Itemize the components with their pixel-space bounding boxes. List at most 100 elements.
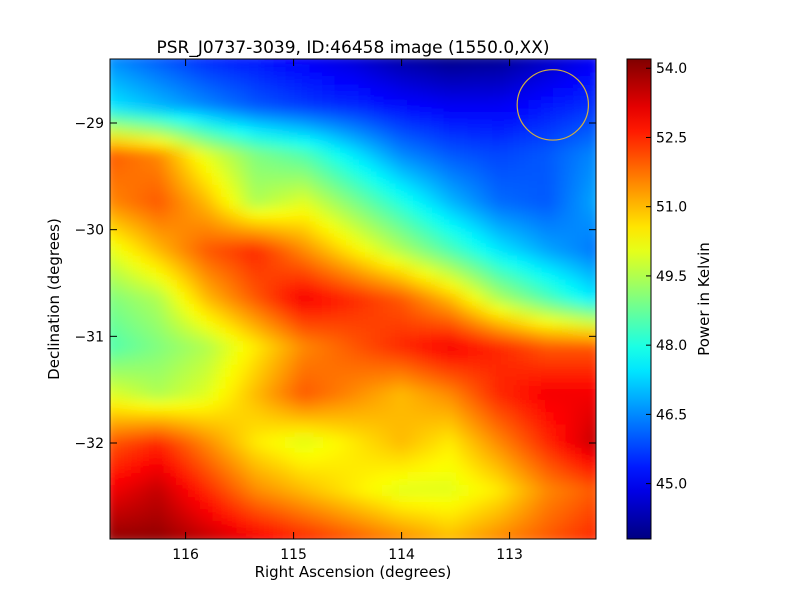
heatmap-cell	[407, 196, 421, 210]
heatmap-cell	[115, 280, 129, 294]
heatmap-cell	[297, 232, 311, 246]
heatmap-cell	[285, 184, 299, 198]
heatmap-cell	[152, 532, 166, 539]
heatmap-cell	[565, 376, 579, 390]
heatmap-cell	[322, 160, 336, 174]
heatmap-cell	[110, 532, 117, 539]
heatmap-cell	[492, 64, 506, 78]
heatmap-cell	[443, 316, 457, 330]
heatmap-cell	[528, 532, 542, 539]
heatmap-cell	[346, 448, 360, 462]
heatmap-cell	[176, 208, 190, 222]
heatmap-cell	[139, 400, 154, 414]
heatmap-cell	[552, 232, 567, 246]
heatmap-cell	[334, 220, 348, 234]
source-circle-marker	[516, 69, 590, 141]
heatmap-cell	[455, 304, 469, 318]
heatmap-cell	[528, 400, 542, 414]
heatmap-cell	[443, 460, 457, 474]
heatmap-cell	[297, 508, 311, 522]
heatmap-cell	[224, 340, 239, 354]
heatmap-cell	[164, 484, 178, 498]
heatmap-cell	[455, 76, 469, 90]
heatmap-cell	[443, 328, 457, 342]
heatmap-cell	[552, 328, 567, 342]
heatmap-cell	[382, 196, 397, 210]
heatmap-cell	[431, 376, 445, 390]
heatmap-cell	[443, 340, 457, 354]
heatmap-cell	[334, 256, 348, 270]
plot-frame	[109, 58, 597, 540]
heatmap-cell	[176, 76, 190, 90]
heatmap-cell	[577, 376, 591, 390]
heatmap-cell	[577, 172, 591, 186]
heatmap-cell	[492, 412, 506, 426]
heatmap-cell	[115, 100, 129, 114]
heatmap-cell	[382, 340, 397, 354]
heatmap-cell	[395, 400, 409, 414]
heatmap-cell	[176, 424, 190, 438]
heatmap-cell	[358, 496, 372, 510]
heatmap-cell	[565, 448, 579, 462]
heatmap-cell	[516, 100, 530, 114]
heatmap-cell	[407, 412, 421, 426]
heatmap-cell	[346, 184, 360, 198]
heatmap-cell	[200, 292, 214, 306]
heatmap-cell	[212, 532, 226, 539]
heatmap-cell	[504, 460, 518, 474]
heatmap-cell	[188, 136, 202, 150]
heatmap-cell	[334, 64, 348, 78]
heatmap-cell	[152, 292, 166, 306]
chart-title: PSR_J0737-3039, ID:46458 image (1550.0,X…	[157, 38, 550, 58]
heatmap-cell	[212, 112, 226, 126]
heatmap-cell	[309, 172, 324, 186]
heatmap-cell	[395, 448, 409, 462]
heatmap-cell	[370, 328, 384, 342]
heatmap-cell	[237, 472, 251, 486]
heatmap-cell	[212, 412, 226, 426]
heatmap-cell	[237, 496, 251, 510]
heatmap-cell	[115, 460, 129, 474]
heatmap-cell	[334, 352, 348, 366]
heatmap-cell	[152, 496, 166, 510]
heatmap-cell	[273, 112, 287, 126]
heatmap-cell	[115, 448, 129, 462]
heatmap-cell	[407, 400, 421, 414]
heatmap-cell	[334, 59, 348, 66]
heatmap-cell	[176, 508, 190, 522]
heatmap-cell	[261, 424, 275, 438]
heatmap-cell	[407, 436, 421, 450]
heatmap-cell	[480, 400, 494, 414]
heatmap-cell	[467, 328, 482, 342]
heatmap-cell	[127, 532, 141, 539]
heatmap-cell	[139, 376, 154, 390]
colorbar-tick-label: 48.0	[656, 338, 687, 354]
heatmap-cell	[237, 100, 251, 114]
heatmap-cell	[577, 76, 591, 90]
heatmap-cell	[176, 232, 190, 246]
heatmap-cell	[431, 352, 445, 366]
heatmap-cell	[249, 364, 263, 378]
heatmap-cell	[115, 256, 129, 270]
heatmap-cell	[443, 280, 457, 294]
heatmap-cell	[309, 268, 324, 282]
heatmap-cell	[297, 352, 311, 366]
heatmap-cell	[419, 376, 433, 390]
heatmap-cell	[589, 100, 596, 114]
heatmap-cell	[443, 508, 457, 522]
heatmap-cell	[382, 400, 397, 414]
heatmap-cell	[200, 460, 214, 474]
heatmap-cell	[285, 88, 299, 102]
heatmap-cell	[249, 244, 263, 258]
heatmap-cell	[309, 184, 324, 198]
heatmap-cell	[261, 160, 275, 174]
heatmap-cell	[200, 256, 214, 270]
heatmap-cell	[577, 124, 591, 138]
heatmap-cell	[540, 352, 554, 366]
heatmap-cell	[528, 280, 542, 294]
heatmap-cell	[224, 232, 239, 246]
heatmap-cell	[309, 136, 324, 150]
heatmap-cell	[322, 292, 336, 306]
heatmap-cell	[370, 160, 384, 174]
heatmap-cell	[176, 448, 190, 462]
